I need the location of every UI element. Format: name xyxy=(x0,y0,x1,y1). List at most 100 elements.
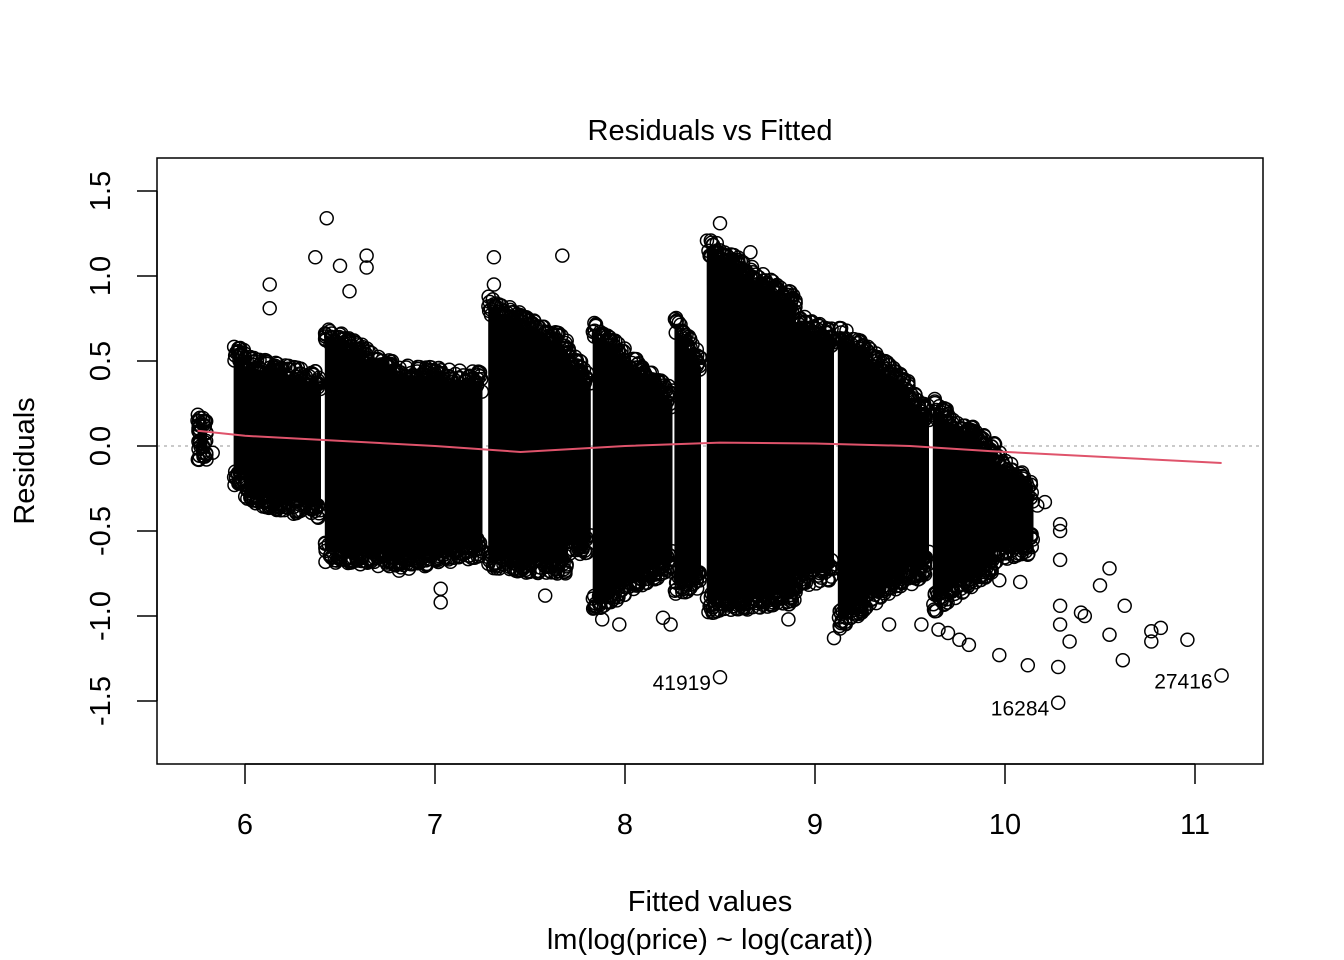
data-point xyxy=(593,338,608,354)
data-point xyxy=(726,256,742,271)
data-point xyxy=(337,537,353,552)
data-point xyxy=(1153,620,1169,636)
y-tick-label: -0.5 xyxy=(85,506,117,556)
data-point xyxy=(760,287,776,302)
data-point xyxy=(321,537,336,552)
data-point xyxy=(562,529,578,544)
data-point xyxy=(659,549,675,564)
data-point xyxy=(616,573,631,588)
outlier-label: 41919 xyxy=(653,672,711,695)
data-point xyxy=(655,561,670,577)
data-point xyxy=(303,493,318,508)
data-point xyxy=(881,617,897,632)
dense-residual-cluster xyxy=(397,375,483,559)
data-point xyxy=(992,573,1007,588)
data-point xyxy=(529,563,544,579)
data-point xyxy=(344,553,359,568)
data-point xyxy=(783,590,799,606)
data-point xyxy=(614,583,629,598)
data-point xyxy=(268,355,283,371)
data-point xyxy=(880,370,896,385)
data-point xyxy=(513,563,528,578)
lowess-smoother-line xyxy=(197,429,1222,464)
data-point xyxy=(797,562,812,577)
data-point xyxy=(577,375,593,391)
data-point xyxy=(894,375,910,391)
data-point xyxy=(683,351,699,366)
data-point xyxy=(765,274,780,289)
data-point xyxy=(342,284,357,299)
chart-title: Residuals vs Fitted xyxy=(588,115,833,147)
data-point xyxy=(599,584,615,600)
data-point xyxy=(562,546,577,561)
data-point xyxy=(244,367,260,382)
data-point xyxy=(642,567,658,582)
data-point xyxy=(990,454,1006,470)
data-point xyxy=(738,591,753,607)
data-point xyxy=(776,289,791,305)
data-point xyxy=(537,335,552,350)
data-point xyxy=(875,353,891,369)
data-point xyxy=(269,502,284,518)
data-point xyxy=(1077,608,1093,624)
data-point xyxy=(994,459,1009,474)
data-point xyxy=(1062,634,1077,649)
data-point xyxy=(745,269,760,284)
data-point xyxy=(992,647,1007,663)
data-point xyxy=(1073,605,1089,620)
dense-residual-cluster xyxy=(910,401,929,576)
data-point xyxy=(244,486,260,501)
y-tick-label: 1.0 xyxy=(85,256,117,296)
data-point xyxy=(1012,574,1028,590)
data-point xyxy=(441,550,457,565)
data-point xyxy=(1014,543,1030,559)
data-point xyxy=(797,309,812,325)
data-point xyxy=(463,540,478,555)
data-point xyxy=(1117,598,1132,614)
labeled-outlier-point xyxy=(712,669,728,685)
data-point xyxy=(772,293,788,309)
data-point xyxy=(1004,533,1019,549)
data-point xyxy=(510,309,525,324)
data-point xyxy=(310,497,326,513)
data-point xyxy=(631,577,646,592)
data-point xyxy=(430,541,446,556)
data-point xyxy=(875,358,890,374)
data-point xyxy=(573,538,588,554)
data-point xyxy=(1115,652,1131,668)
data-point xyxy=(262,301,277,316)
data-point xyxy=(1144,634,1159,649)
data-point xyxy=(708,251,724,267)
data-point xyxy=(967,438,982,454)
data-point xyxy=(419,360,434,375)
data-point xyxy=(639,575,655,591)
dense-residual-cluster xyxy=(674,324,701,585)
data-point xyxy=(627,567,643,582)
data-point xyxy=(332,258,348,274)
data-point xyxy=(655,610,671,625)
data-point xyxy=(260,372,276,387)
data-point xyxy=(1052,552,1068,568)
data-point xyxy=(964,579,979,595)
data-point xyxy=(912,400,927,415)
dense-residual-cluster xyxy=(837,333,910,619)
data-point xyxy=(794,575,809,591)
data-point xyxy=(907,391,923,406)
data-point xyxy=(410,376,426,392)
x-tick-label: 11 xyxy=(1180,809,1210,841)
data-point xyxy=(675,581,691,597)
data-point xyxy=(463,379,478,394)
data-point xyxy=(190,413,205,428)
data-point xyxy=(409,375,424,391)
data-point xyxy=(586,329,602,344)
data-point xyxy=(550,327,566,343)
data-point xyxy=(587,323,602,338)
data-point xyxy=(382,368,398,384)
data-point xyxy=(1014,475,1030,490)
y-tick-label: -1.0 xyxy=(85,591,117,641)
data-point xyxy=(356,539,371,555)
y-axis-label: Residuals xyxy=(9,397,41,524)
data-point xyxy=(310,376,326,392)
data-point xyxy=(602,589,618,604)
data-point xyxy=(1037,494,1053,510)
